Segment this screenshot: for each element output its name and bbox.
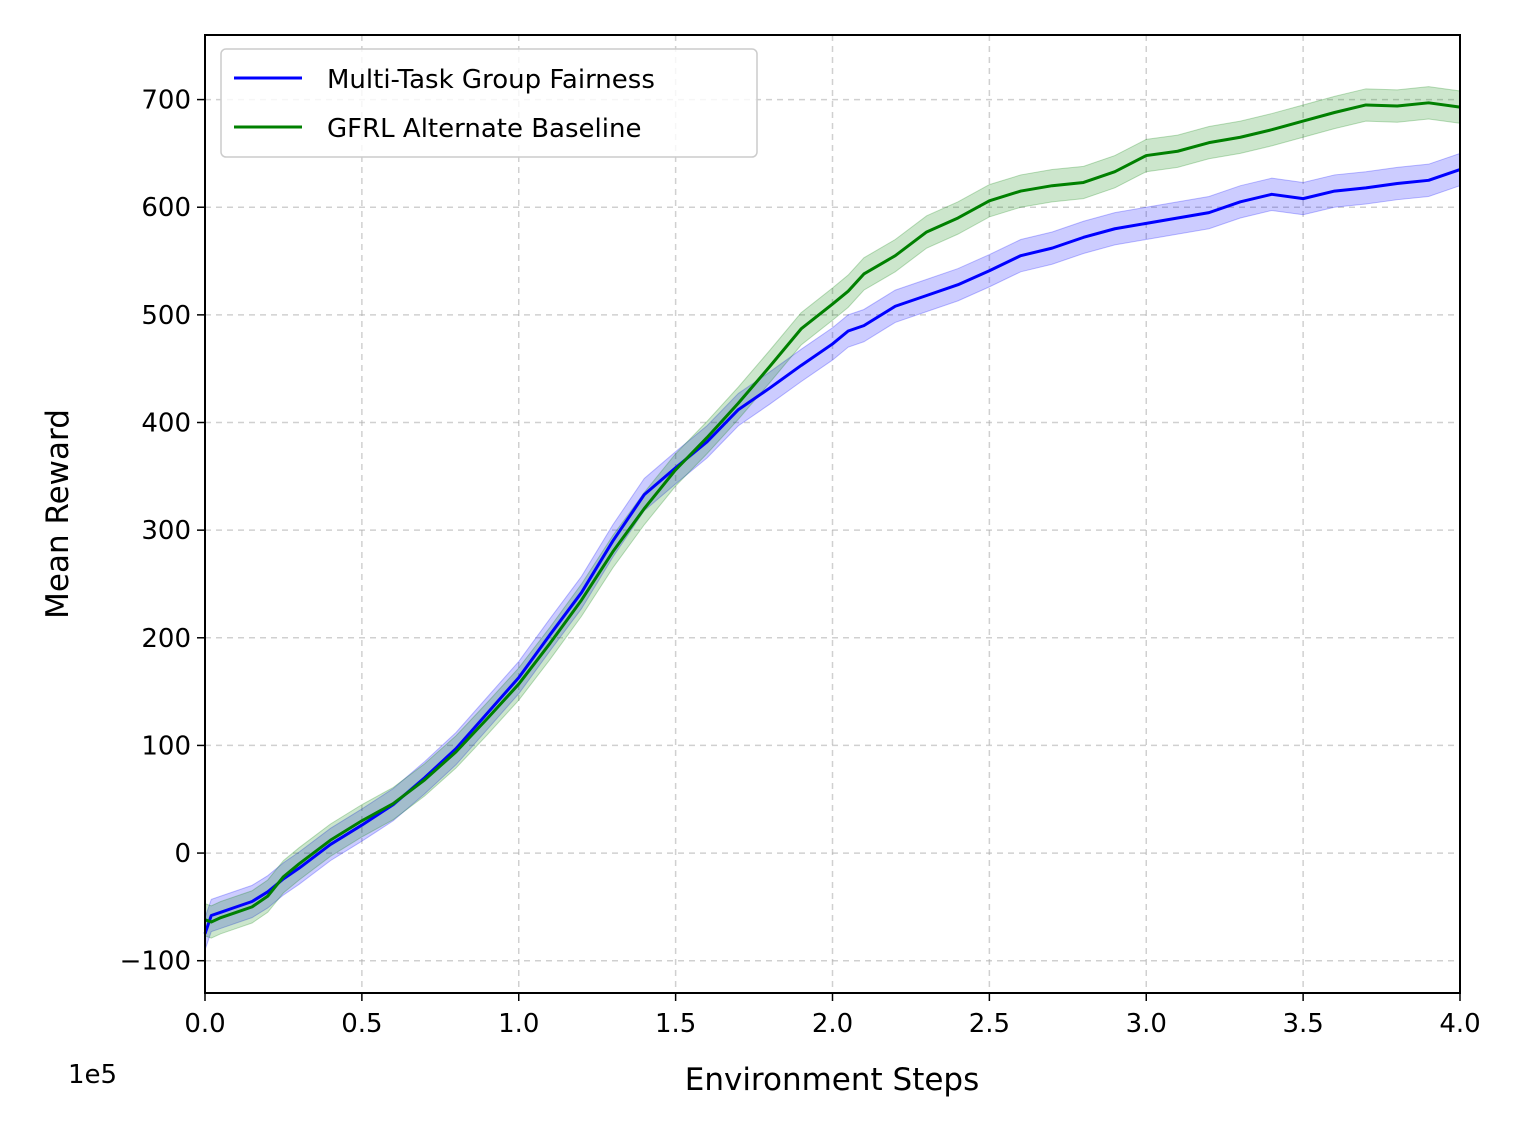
y-tick-label: 0 [174,839,191,869]
y-axis-label: Mean Reward [40,409,76,619]
x-tick-label: 2.0 [812,1009,853,1039]
legend-box [220,48,758,158]
series-line-0 [203,168,1461,935]
y-tick-label: 200 [141,624,191,654]
x-axis-label: Environment Steps [685,1062,980,1098]
y-tick-label: 300 [141,516,191,546]
legend-label-multi-task: Multi-Task Group Fairness [327,65,655,95]
y-tick-label: 400 [141,409,191,439]
x-axis-ticks: 0.0 0.5 1.0 1.5 2.0 2.5 3.0 3.5 4.0 [184,993,1481,1039]
y-tick-label: 700 [141,86,191,116]
y-tick-label: 500 [141,301,191,331]
x-tick-label: 3.5 [1282,1009,1323,1039]
x-tick-label: 1.5 [655,1009,696,1039]
x-tick-label: 4.0 [1439,1009,1480,1039]
series-line-1 [204,101,1461,924]
y-tick-label: −100 [120,947,191,977]
y-axis-ticks: −100 0 100 200 300 400 500 600 700 [120,86,205,977]
y-tick-label: 100 [141,731,191,761]
x-axis-offset-label: 1e5 [68,1060,117,1090]
x-tick-label: 2.5 [969,1009,1010,1039]
x-tick-label: 0.5 [341,1009,382,1039]
series-lines [203,101,1461,935]
legend-label-gfrl: GFRL Alternate Baseline [327,114,641,144]
legend: Multi-Task Group Fairness GFRL Alternate… [220,48,758,158]
x-tick-label: 3.0 [1126,1009,1167,1039]
x-tick-label: 1.0 [498,1009,539,1039]
x-tick-label: 0.0 [184,1009,225,1039]
y-tick-label: 600 [141,193,191,223]
